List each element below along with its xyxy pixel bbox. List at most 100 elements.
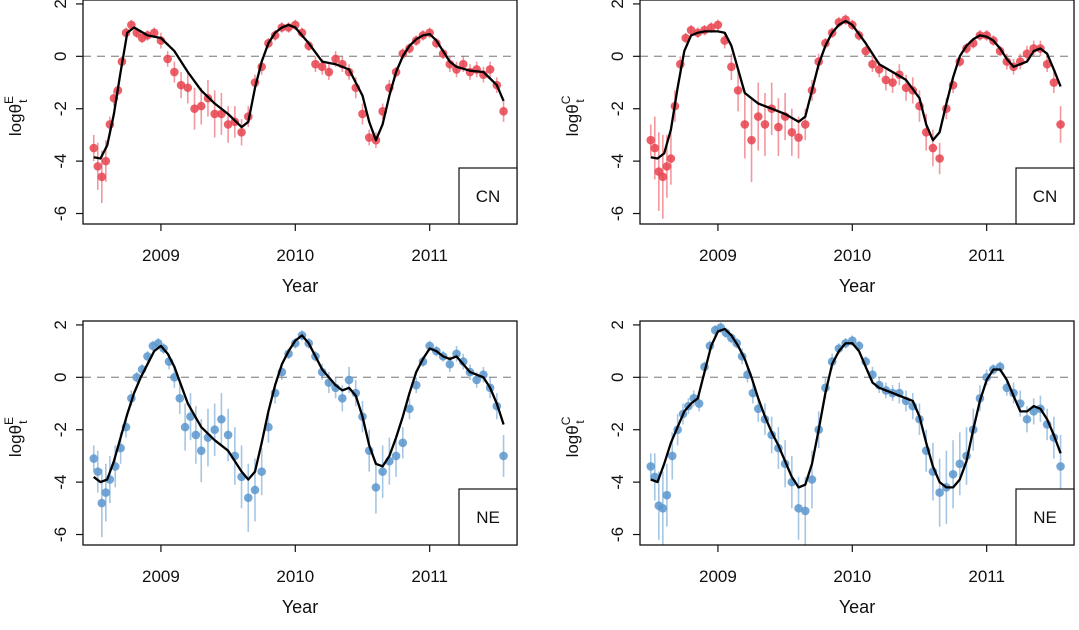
data-layer [89, 330, 508, 538]
data-point [371, 483, 381, 492]
y-tick-label: 0 [51, 52, 70, 61]
y-tick-label: -6 [608, 206, 627, 221]
data-point [101, 156, 111, 166]
data-point [186, 412, 195, 421]
data-layer [89, 19, 508, 204]
data-point [658, 172, 668, 182]
data-point [364, 133, 374, 142]
data-point [646, 135, 656, 145]
data-point [499, 107, 508, 116]
legend-label: CN [1033, 187, 1058, 206]
data-point [753, 112, 763, 121]
legend-frame [458, 488, 518, 546]
data-point [1002, 57, 1012, 66]
data-point [89, 454, 99, 463]
data-point [331, 54, 340, 64]
x-tick-label: 2009 [699, 246, 737, 265]
trend-line [93, 23, 505, 160]
data-point [499, 451, 508, 461]
y-tick-label: -4 [51, 475, 70, 490]
data-point [163, 54, 172, 64]
y-axis-label: logθEt [2, 417, 30, 457]
y-tick-label: 0 [51, 373, 70, 382]
data-layer [646, 322, 1065, 545]
x-tick-label: 2010 [276, 246, 314, 265]
legend-box: CN [458, 167, 518, 225]
data-point [101, 488, 111, 497]
data-point [89, 143, 99, 153]
x-axis-label: Year [282, 276, 318, 296]
data-point [948, 469, 958, 479]
y-axis-label: logθCt [559, 416, 587, 457]
y-tick-label: -2 [608, 422, 627, 437]
data-point [794, 504, 803, 513]
data-point [405, 404, 414, 414]
x-tick-label: 2009 [699, 567, 737, 586]
data-point [874, 65, 884, 74]
data-point [317, 367, 327, 377]
data-point [196, 446, 206, 455]
data-point [694, 399, 704, 408]
y-label-superscript: E [2, 417, 16, 425]
data-point [485, 65, 495, 74]
data-point [713, 20, 723, 30]
data-point [210, 109, 219, 119]
data-point [1049, 78, 1059, 87]
data-point [97, 498, 107, 508]
y-label-theta: θ [563, 104, 582, 113]
data-point [740, 120, 750, 129]
y-tick-label: 2 [51, 320, 70, 329]
data-point [344, 375, 354, 385]
data-point [686, 25, 696, 35]
data-point [706, 23, 716, 32]
y-label-superscript: C [559, 95, 573, 104]
data-point [1022, 49, 1032, 59]
data-point [458, 59, 468, 69]
legend-box: NE [458, 488, 518, 546]
y-tick-label: -4 [608, 154, 627, 169]
data-point [760, 120, 770, 129]
y-tick-label: -2 [51, 101, 70, 116]
y-label-theta: θ [6, 425, 25, 434]
plot-frame [639, 0, 1075, 225]
data-point [774, 122, 783, 132]
data-point [868, 59, 877, 69]
data-point [662, 490, 672, 500]
data-point [243, 493, 253, 503]
data-point [881, 75, 891, 85]
data-point [658, 504, 668, 513]
data-point [888, 78, 897, 87]
legend-label: NE [1033, 508, 1057, 527]
data-point [210, 425, 219, 435]
data-point [237, 128, 246, 137]
x-tick-label: 2011 [411, 567, 448, 586]
y-label-theta: θ [563, 425, 582, 434]
data-point [257, 467, 267, 476]
y-label-subscript: t [573, 99, 587, 103]
y-label-theta: θ [6, 104, 25, 113]
data-point [378, 467, 387, 476]
trend-line [650, 327, 1062, 489]
data-point [646, 462, 656, 471]
data-point [800, 506, 810, 516]
data-point [901, 83, 911, 93]
data-point [358, 109, 367, 119]
legend-box: CN [1015, 167, 1075, 225]
data-point [1022, 414, 1032, 424]
data-point [93, 467, 103, 476]
data-point [411, 380, 421, 390]
chart-panel-top-left: 2009 2010 2011 -6 -4 -2 0 2 Year logθEt CN [2, 0, 518, 296]
x-tick-label: 2010 [833, 246, 871, 265]
data-point [317, 62, 327, 72]
x-axis-label: Year [839, 597, 875, 617]
x-tick-label: 2010 [276, 567, 314, 586]
data-point [935, 154, 944, 163]
data-point [800, 120, 810, 129]
data-point [1056, 462, 1065, 471]
y-tick-label: -6 [608, 527, 627, 542]
y-tick-label: -2 [51, 422, 70, 437]
data-point [223, 430, 233, 440]
data-point [834, 344, 844, 353]
y-label-superscript: C [559, 416, 573, 425]
data-point [190, 104, 199, 114]
